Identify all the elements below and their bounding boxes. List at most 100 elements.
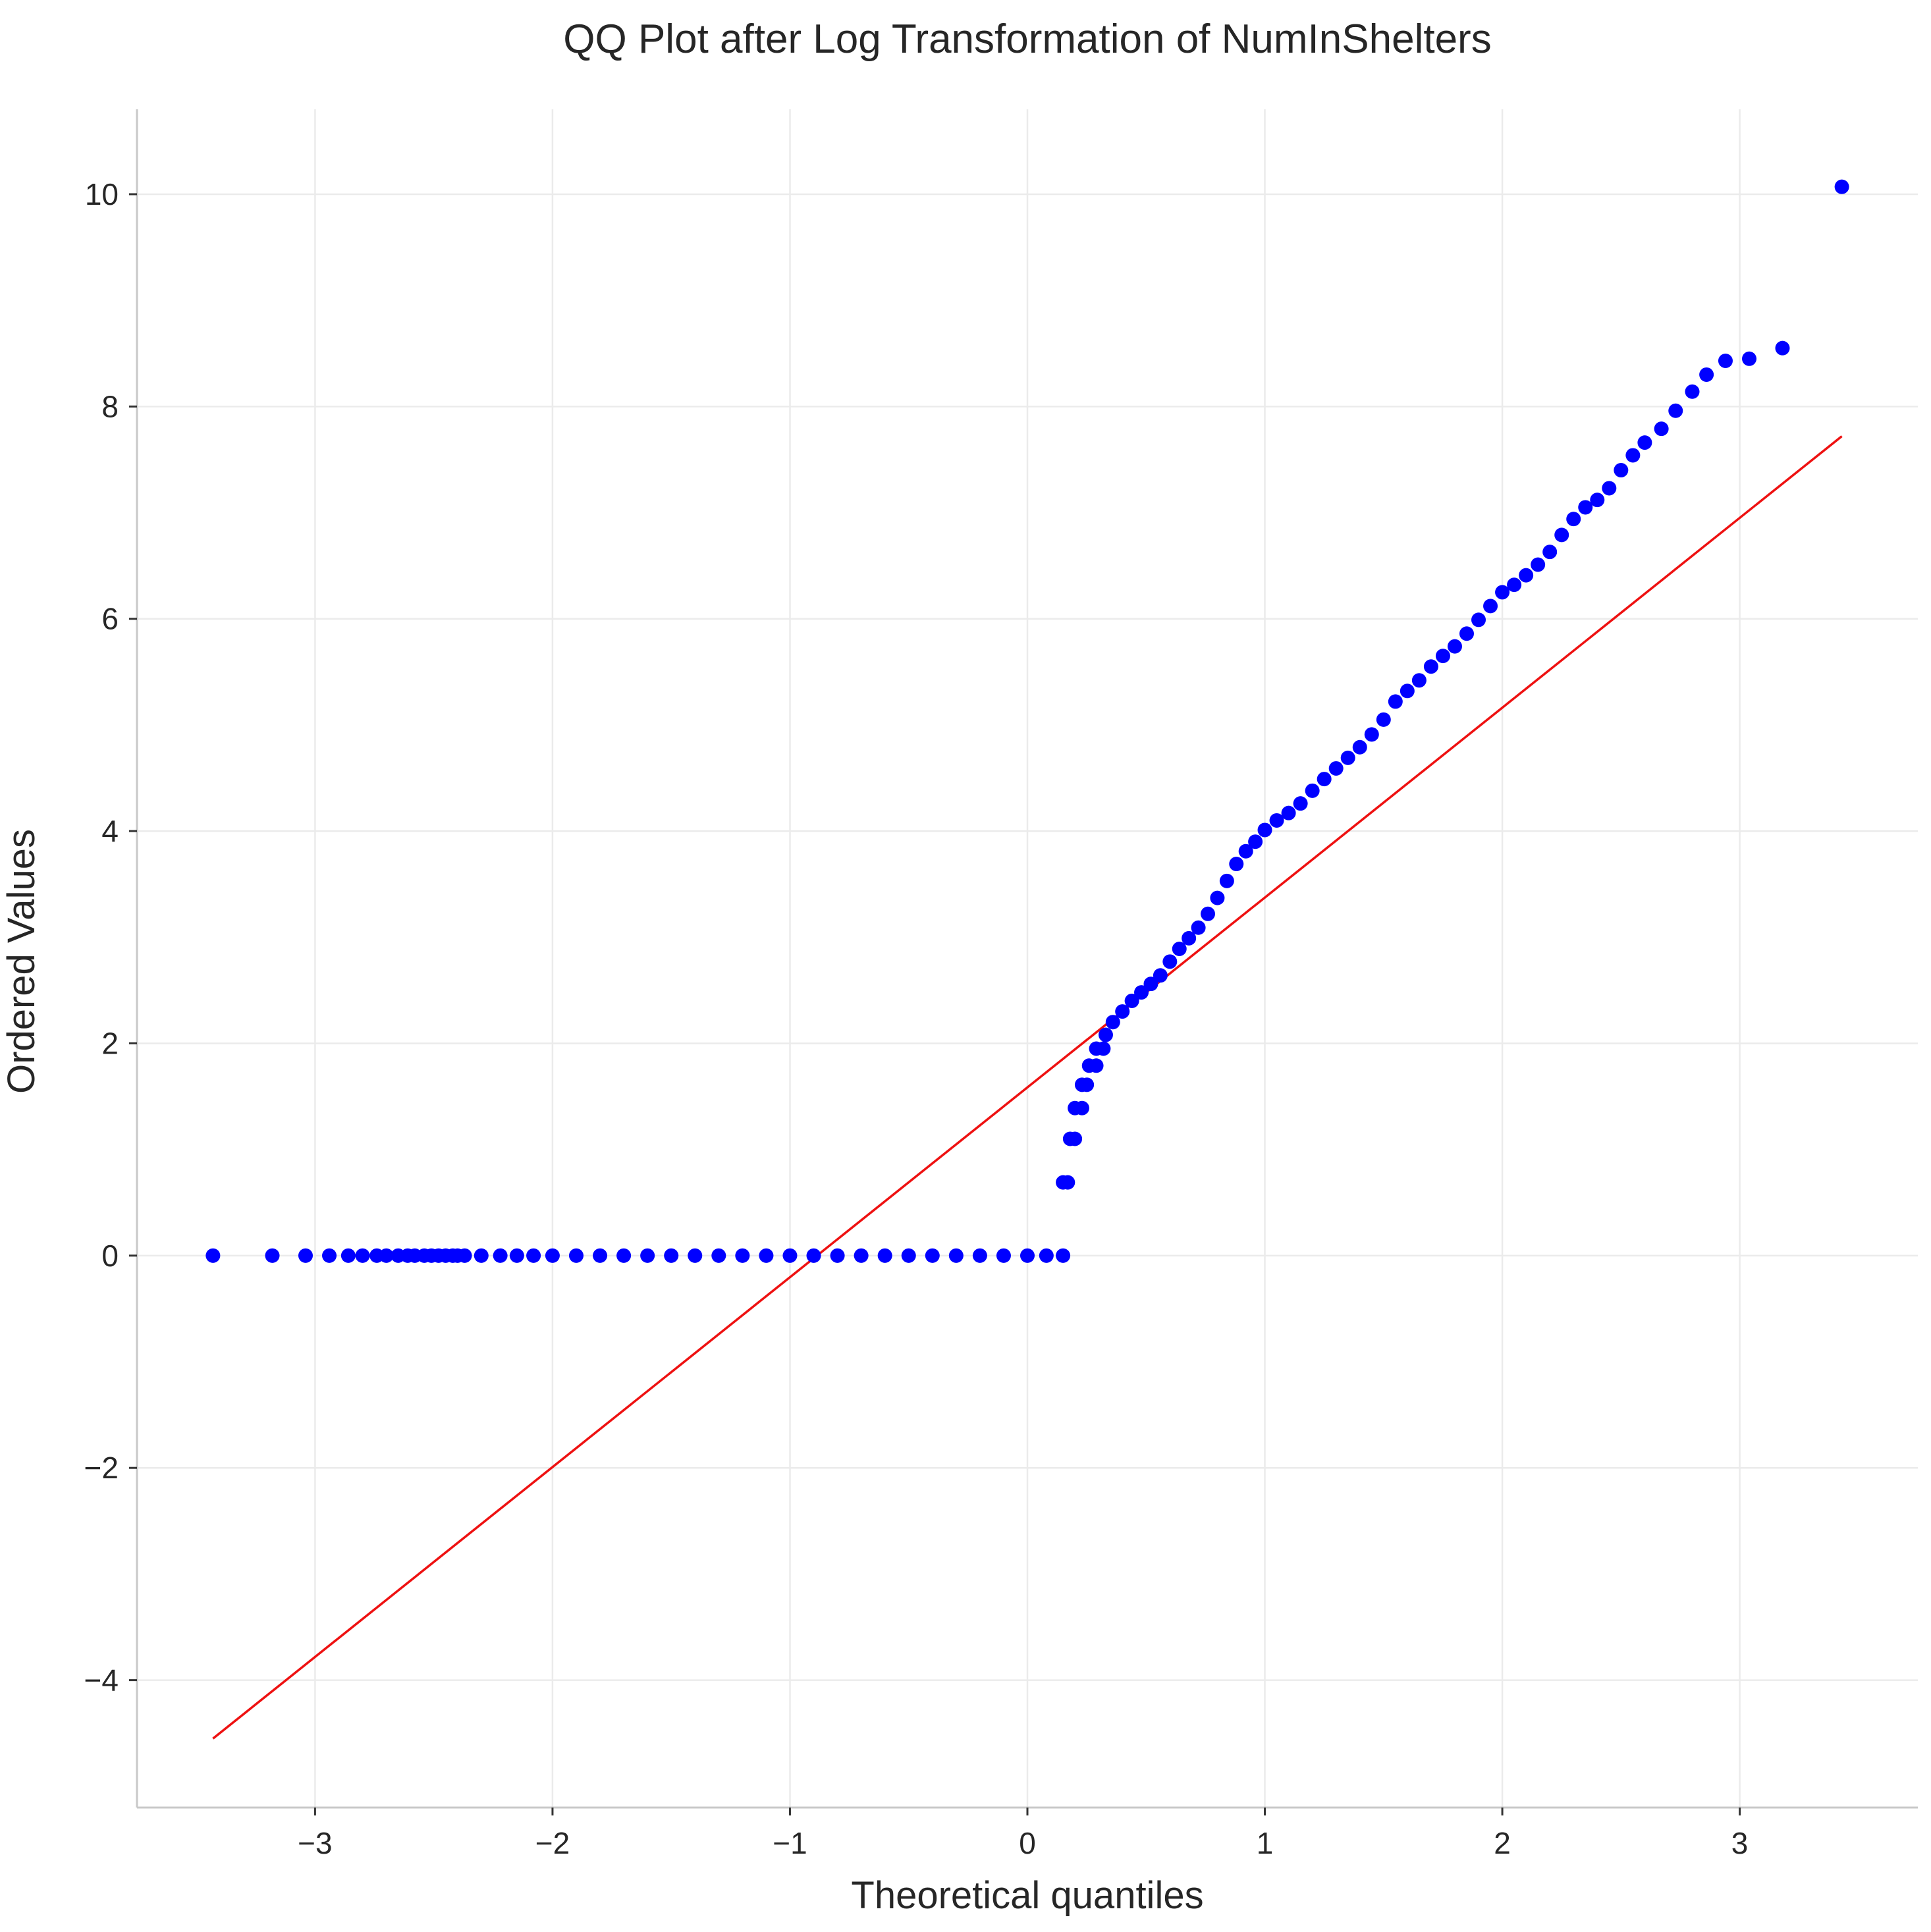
data-point (1459, 626, 1474, 641)
gridlines (137, 109, 1918, 1808)
data-point (1143, 977, 1158, 992)
data-point (1317, 772, 1332, 787)
data-point (1098, 1027, 1113, 1042)
data-point (1105, 1015, 1120, 1030)
data-point (379, 1248, 394, 1263)
data-point (1219, 873, 1234, 888)
data-point (1435, 649, 1450, 664)
data-point (1718, 354, 1733, 369)
data-point (759, 1248, 774, 1263)
data-point (1124, 993, 1139, 1008)
data-point (1060, 1175, 1075, 1190)
data-point (830, 1248, 845, 1263)
y-tick-label: 2 (101, 1026, 119, 1060)
y-tick-label: 4 (101, 814, 119, 848)
x-tick-label: −3 (298, 1826, 332, 1860)
data-points (205, 179, 1849, 1263)
data-point (1039, 1248, 1054, 1263)
data-point (1191, 920, 1206, 935)
data-point (1531, 557, 1546, 572)
data-point (545, 1248, 560, 1263)
data-point (640, 1248, 655, 1263)
data-point (1447, 639, 1462, 654)
x-tick-label: 1 (1257, 1826, 1274, 1860)
data-point (1248, 834, 1263, 849)
data-point (1376, 712, 1391, 727)
data-point (711, 1248, 726, 1263)
data-point (1257, 822, 1272, 838)
data-point (664, 1248, 679, 1263)
data-point (568, 1248, 584, 1263)
data-point (205, 1248, 221, 1263)
x-tick-label: 2 (1494, 1826, 1511, 1860)
data-point (1068, 1131, 1083, 1146)
data-point (1834, 179, 1849, 194)
data-point (1471, 612, 1486, 628)
data-point (1115, 1004, 1130, 1019)
data-point (972, 1248, 987, 1263)
data-point (1281, 805, 1296, 820)
data-point (1238, 844, 1253, 859)
data-point (1074, 1100, 1089, 1115)
data-point (1352, 739, 1367, 755)
data-point (1699, 367, 1714, 382)
data-point (1483, 599, 1498, 614)
data-point (1411, 673, 1427, 688)
data-point (1364, 727, 1379, 742)
data-point (457, 1248, 472, 1263)
y-tick-label: 8 (101, 389, 119, 423)
data-point (474, 1248, 489, 1263)
data-point (355, 1248, 370, 1263)
y-axis-label: Ordered Values (0, 829, 43, 1094)
y-tick-label: −2 (84, 1451, 119, 1485)
data-point (1201, 906, 1216, 921)
data-point (526, 1248, 541, 1263)
data-point (1096, 1041, 1111, 1056)
data-point (1625, 448, 1641, 463)
data-point (1162, 954, 1178, 969)
data-point (1542, 545, 1558, 560)
data-point (298, 1248, 313, 1263)
data-point (1775, 340, 1790, 356)
data-point (1495, 585, 1510, 600)
data-point (735, 1248, 750, 1263)
data-point (854, 1248, 869, 1263)
data-point (1519, 568, 1534, 583)
x-tick-label: −1 (773, 1826, 807, 1860)
data-point (1400, 684, 1415, 699)
data-point (901, 1248, 916, 1263)
data-point (925, 1248, 940, 1263)
data-point (1153, 968, 1168, 983)
x-axis-label: Theoretical quantiles (851, 1874, 1203, 1917)
data-point (1423, 659, 1438, 674)
data-point (340, 1248, 356, 1263)
data-point (1172, 941, 1187, 956)
data-point (1685, 384, 1700, 399)
data-point (1507, 577, 1522, 593)
data-point (1328, 761, 1344, 776)
fit-line (212, 435, 1843, 1740)
data-point (1182, 930, 1197, 946)
data-point (265, 1248, 280, 1263)
data-point (616, 1248, 632, 1263)
chart-title: QQ Plot after Log Transformation of NumI… (563, 16, 1491, 62)
data-point (1614, 463, 1629, 478)
data-point (322, 1248, 337, 1263)
data-point (1602, 481, 1617, 496)
data-point (1079, 1077, 1095, 1092)
data-point (1637, 435, 1652, 450)
data-point (1293, 796, 1308, 811)
data-point (1305, 783, 1320, 798)
data-point (1134, 985, 1149, 1000)
data-point (1210, 890, 1225, 905)
data-point (1056, 1248, 1071, 1263)
data-point (1269, 813, 1284, 828)
data-point (688, 1248, 703, 1263)
data-point (1340, 750, 1355, 765)
x-tick-label: −2 (535, 1826, 570, 1860)
data-point (593, 1248, 608, 1263)
data-point (1578, 500, 1593, 515)
x-tick-label: 3 (1731, 1826, 1749, 1860)
